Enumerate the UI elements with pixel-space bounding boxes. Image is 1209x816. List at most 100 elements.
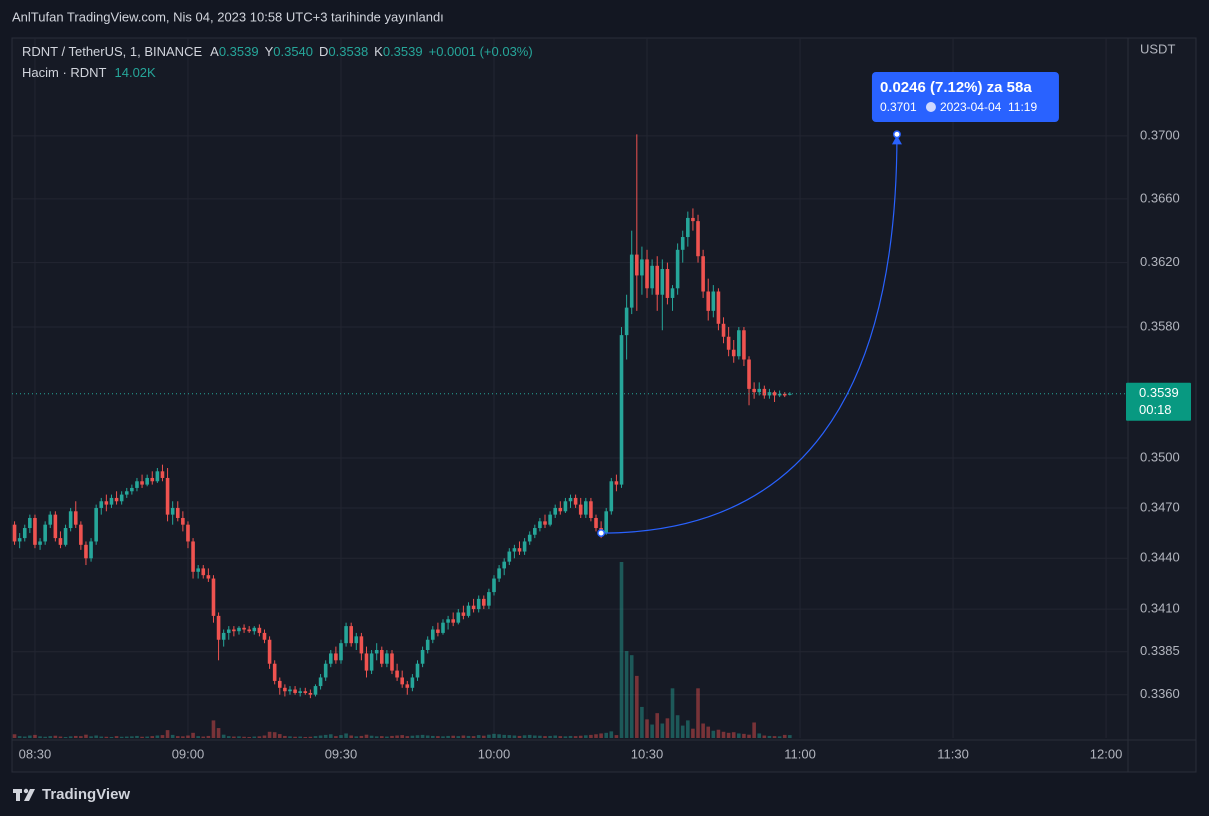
candle-body (68, 511, 73, 529)
volume-bar (757, 733, 762, 738)
candle-body (334, 653, 338, 661)
volume-bar (752, 722, 756, 738)
candle-body (430, 629, 435, 640)
candle-body (43, 524, 47, 542)
volume-bar (226, 736, 231, 738)
volume-bar (68, 736, 73, 738)
axes: 0.3360 0.3385 0.3410 0.3440 0.3470 0.3500 0.35… (12, 127, 1191, 761)
candle-body (400, 677, 404, 685)
candle-body (782, 393, 787, 396)
volume-bar (533, 735, 537, 738)
volume-bar (186, 735, 190, 738)
candle-body (104, 501, 109, 505)
volume-bar (374, 736, 379, 738)
volume-bar (446, 735, 450, 738)
candle-body (150, 477, 155, 482)
x-tick-label: 08:30 (19, 746, 52, 761)
candle-body (130, 487, 134, 492)
candle-body (226, 629, 231, 633)
candle-body (22, 528, 27, 539)
candle-body (272, 663, 277, 681)
header-title: AnlTufan TradingView.com, Nis 04, 2023 1… (12, 9, 444, 24)
volume-bar (420, 734, 425, 738)
volume-bar (522, 735, 527, 738)
candle-body (374, 650, 379, 654)
x-tick-label: 09:30 (325, 746, 358, 761)
volume-bar (252, 736, 257, 738)
volume-bar (308, 736, 313, 738)
candle-body (578, 504, 583, 515)
y-tick-label: 0.3360 (1140, 686, 1180, 701)
candle-body (584, 501, 588, 515)
candle-body (497, 568, 501, 579)
volume-bar (206, 735, 211, 738)
volume-bar (553, 735, 558, 738)
candle-body (614, 481, 619, 485)
candle-body (757, 388, 762, 393)
candle-body (379, 650, 384, 664)
chart-frame (11, 37, 1197, 773)
volume-bar (237, 736, 241, 738)
volume-bar (762, 735, 767, 738)
volume-bar (170, 734, 175, 738)
volume-bar (145, 736, 149, 738)
candle-body (456, 612, 461, 623)
candle-body (354, 636, 359, 644)
volume-bar (711, 730, 716, 738)
candle-body (145, 477, 149, 485)
candle-body (283, 687, 287, 692)
candle-body (747, 359, 751, 389)
volume-bar (430, 735, 435, 738)
candle-body (645, 259, 649, 289)
volume-bar (624, 651, 629, 738)
candle-body (527, 534, 532, 542)
candle-body (686, 217, 690, 238)
volume-bar (788, 735, 792, 738)
legend-label: Y (265, 44, 274, 59)
volume-bar (619, 562, 624, 738)
candle-body (201, 568, 206, 576)
volume-bar (584, 735, 588, 738)
candle-body (655, 265, 660, 295)
last-price-tag (1126, 382, 1191, 421)
candle-body (28, 517, 32, 529)
volume-bar (288, 736, 292, 738)
volume-bar (726, 732, 731, 738)
candle-body (33, 517, 37, 545)
candle-body (772, 392, 777, 396)
y-tick-label: 0.3580 (1140, 318, 1180, 333)
volume-bar (104, 736, 109, 738)
candle-body (665, 269, 670, 298)
measure-tool: 0.0246 (7.12%) za 58a 0.3701 2023-04-04 11… (597, 72, 1059, 538)
volume-bar (650, 724, 654, 738)
candle-body (609, 481, 614, 512)
candle-body (563, 501, 568, 512)
volume-bar (410, 735, 415, 738)
volume-bar (614, 735, 619, 738)
candle-body (543, 521, 547, 525)
volume-bar (344, 733, 348, 738)
grid (12, 38, 1128, 738)
volume-bar (196, 736, 200, 738)
candle-body (328, 653, 333, 664)
y-tick-label: 0.3700 (1140, 127, 1180, 142)
candle-body (721, 323, 726, 337)
candle-body (670, 288, 675, 298)
candle-body (410, 677, 415, 688)
candle-body (476, 598, 481, 610)
volume-bar (43, 736, 47, 738)
volume-bar (686, 720, 690, 738)
candle-body (762, 388, 767, 396)
volume-bar (63, 736, 68, 738)
volume-bar (140, 736, 144, 738)
volume-bar (441, 736, 445, 738)
volume-bar (772, 736, 777, 738)
arrow-head (891, 135, 902, 145)
volume-bar (257, 736, 262, 738)
volume-bar (400, 735, 404, 738)
candle-body (553, 507, 558, 515)
brand-logo (13, 788, 35, 801)
candle-body (252, 627, 257, 632)
volume-bar (451, 735, 455, 738)
candle-body (94, 507, 98, 542)
